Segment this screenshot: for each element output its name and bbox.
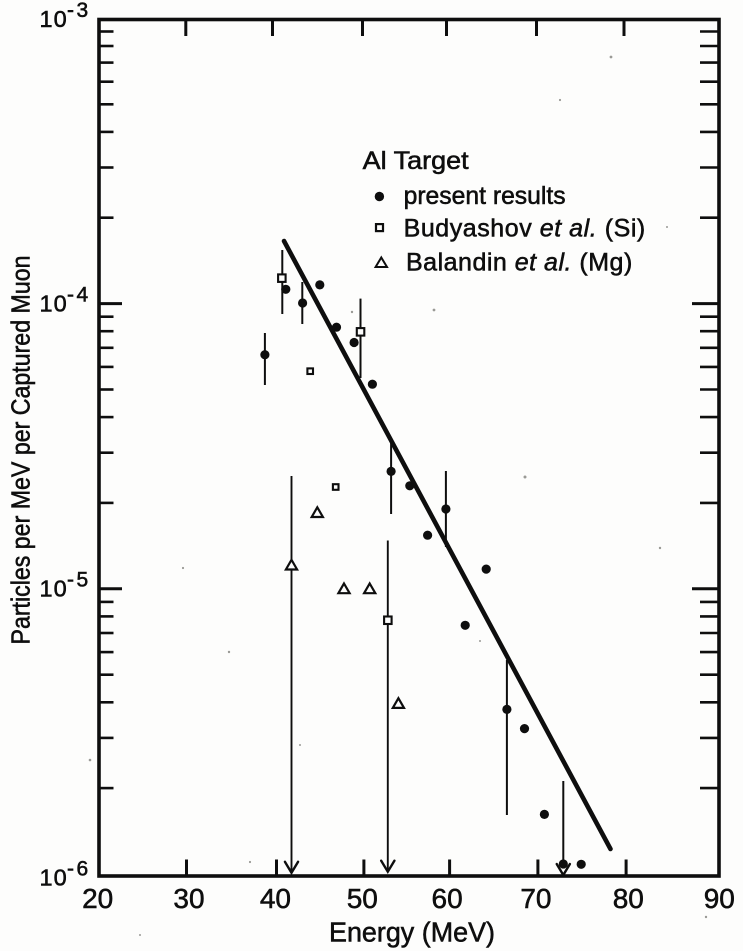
svg-text:10: 10	[40, 865, 68, 891]
svg-text:40: 40	[260, 883, 291, 914]
svg-text:10: 10	[40, 291, 68, 317]
svg-text:90: 90	[704, 883, 735, 914]
svg-text:60: 60	[432, 883, 463, 914]
svg-text:10: 10	[40, 6, 68, 32]
svg-text:-6: -6	[67, 858, 91, 881]
svg-text:Energy (MeV): Energy (MeV)	[329, 917, 495, 948]
svg-text:50: 50	[347, 883, 378, 914]
svg-text:Budyashov et al. (Si): Budyashov et al. (Si)	[404, 214, 646, 242]
svg-text:-3: -3	[67, 0, 91, 22]
svg-text:Al Target: Al Target	[363, 147, 469, 175]
svg-text:10: 10	[40, 576, 68, 602]
svg-text:-4: -4	[67, 284, 91, 307]
svg-text:present results: present results	[404, 182, 566, 210]
svg-text:70: 70	[520, 883, 551, 914]
svg-text:Particles per MeV per Captured: Particles per MeV per Captured Muon	[6, 256, 36, 645]
svg-text:20: 20	[82, 883, 113, 914]
svg-text:Balandin et al. (Mg): Balandin et al. (Mg)	[406, 249, 633, 277]
svg-text:-5: -5	[67, 569, 91, 592]
svg-text:80: 80	[613, 883, 644, 914]
svg-text:30: 30	[173, 883, 204, 914]
